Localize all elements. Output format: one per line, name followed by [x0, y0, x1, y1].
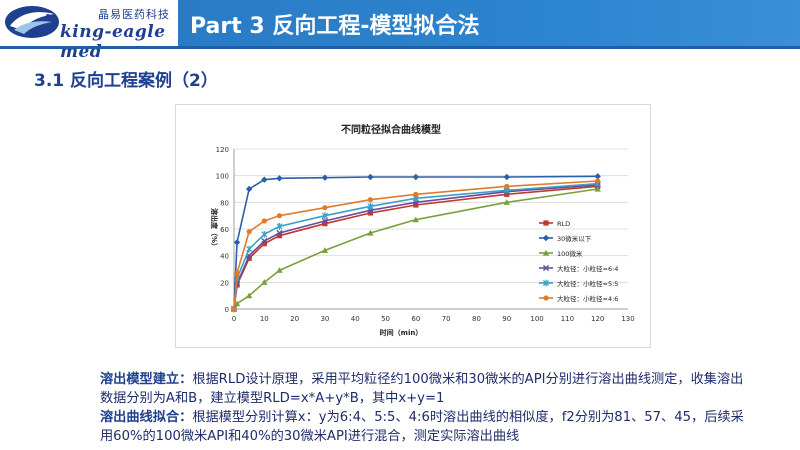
data-point: [413, 191, 419, 197]
y-tick-label: 40: [220, 253, 229, 261]
y-tick-label: 0: [225, 306, 229, 314]
series-line: [233, 188, 598, 310]
x-tick-label: 0: [232, 315, 236, 323]
data-point: [246, 255, 252, 261]
data-point: [367, 229, 374, 236]
data-point: [321, 217, 329, 225]
legend-label: 30微米以下: [557, 234, 592, 243]
section-title: 3.1 反向工程案例（2）: [34, 71, 218, 91]
data-point: [261, 241, 267, 247]
data-point: [276, 267, 283, 273]
x-tick-label: 90: [502, 315, 511, 323]
chart-panel: 不同粒径拟合曲线模型 0 20 40 60 80 100 120 0 10 20 30 40 50 60 70…: [175, 104, 651, 348]
x-tick-label: 10: [260, 315, 269, 323]
x-axis-label: 时间（min）: [380, 328, 423, 337]
y-tick-label: 120: [216, 146, 229, 154]
data-point: [231, 306, 237, 312]
x-tick-label: 110: [561, 315, 574, 323]
data-point: [412, 216, 420, 223]
series-line: [233, 180, 598, 310]
data-point: [503, 173, 510, 181]
data-point: [245, 292, 253, 299]
data-point: [321, 212, 328, 220]
data-point: [367, 197, 373, 203]
data-point: [367, 202, 374, 210]
caption-text-fit: 根据模型分别计算x：y为6:4、5:5、4:6时溶出曲线的相似度，f2分别为81…: [100, 410, 744, 444]
data-point: [261, 176, 268, 183]
x-tick-label: 20: [290, 315, 299, 323]
data-point: [234, 270, 240, 276]
logo-en-text: king-eagle med: [60, 22, 166, 62]
title-bar: [178, 0, 800, 46]
data-point: [322, 205, 328, 211]
caption-text-model: 根据RLD设计原理，采用平均粒径约100微米和30微米的API分别进行溶出曲线测…: [100, 372, 744, 406]
data-point: [504, 183, 510, 189]
x-tick-label: 50: [381, 315, 390, 323]
page-title: Part 3 反向工程-模型拟合法: [190, 14, 480, 39]
data-point: [233, 300, 241, 307]
data-point: [413, 202, 419, 208]
legend-marker: [543, 220, 549, 226]
data-point: [276, 229, 283, 237]
legend-label: 大粒径：小粒径=4:6: [557, 294, 618, 303]
header-divider: [0, 46, 800, 49]
data-point: [367, 173, 374, 181]
dissolution-chart: 不同粒径拟合曲线模型 0 20 40 60 80 100 120 0 10 20 30 40 50 60 70…: [210, 123, 635, 337]
legend-label: 100微米: [557, 249, 583, 258]
data-point: [594, 185, 601, 192]
legend-marker: [542, 264, 550, 272]
data-point: [321, 247, 329, 253]
y-tick-label: 60: [220, 226, 229, 234]
data-point: [261, 230, 268, 238]
legend-marker: [543, 295, 549, 301]
eagle-logo-icon: [5, 6, 59, 38]
data-point: [276, 213, 283, 219]
y-tick-label: 100: [216, 173, 229, 181]
x-tick-label: 100: [530, 315, 543, 323]
data-point: [261, 279, 268, 285]
caption-label-model: 溶出模型建立：: [100, 372, 193, 387]
data-point: [261, 218, 267, 224]
x-tick-label: 30: [320, 315, 329, 323]
data-point: [245, 185, 253, 193]
y-tick-label: 20: [220, 279, 229, 287]
x-tick-label: 130: [621, 315, 634, 323]
legend-marker: [542, 234, 550, 242]
data-point: [261, 237, 268, 245]
data-point: [246, 245, 253, 253]
data-point: [504, 191, 510, 197]
series-line: [233, 182, 598, 310]
chart-title: 不同粒径拟合曲线模型: [341, 123, 441, 136]
legend-marker: [542, 249, 550, 256]
x-tick-label: 40: [351, 315, 360, 323]
data-point: [246, 229, 252, 235]
caption-label-fit: 溶出曲线拟合：: [100, 410, 193, 425]
data-point: [322, 221, 328, 227]
data-point: [276, 222, 283, 230]
legend-label: 大粒径：小粒径=6:4: [557, 264, 618, 273]
x-tick-label: 80: [472, 315, 481, 323]
x-tick-label: 60: [411, 315, 420, 323]
caption: 溶出模型建立：根据RLD设计原理，采用平均粒径约100微米和30微米的API分别…: [100, 370, 750, 446]
y-tick-label: 80: [220, 199, 229, 207]
data-point: [276, 233, 283, 239]
data-point: [233, 239, 241, 246]
logo: 晶易医药科技 king-eagle med: [0, 0, 178, 62]
y-axis-label: 溶出度（%）: [210, 208, 219, 250]
data-point: [367, 210, 373, 216]
logo-cn-text: 晶易医药科技: [98, 8, 170, 21]
data-point: [595, 178, 601, 184]
data-point: [321, 174, 329, 181]
data-point: [412, 173, 420, 181]
x-tick-label: 120: [591, 315, 604, 323]
series-line: [233, 175, 598, 310]
data-point: [503, 199, 510, 205]
legend-label: 大粒径：小粒径=5:5: [557, 279, 618, 288]
header: 晶易医药科技 king-eagle med Part 3 反向工程-模型拟合法: [0, 0, 800, 62]
legend-marker: [542, 279, 550, 287]
x-tick-label: 70: [442, 315, 451, 323]
legend-label: RLD: [557, 220, 570, 228]
data-point: [276, 175, 283, 182]
series-line: [233, 184, 598, 310]
